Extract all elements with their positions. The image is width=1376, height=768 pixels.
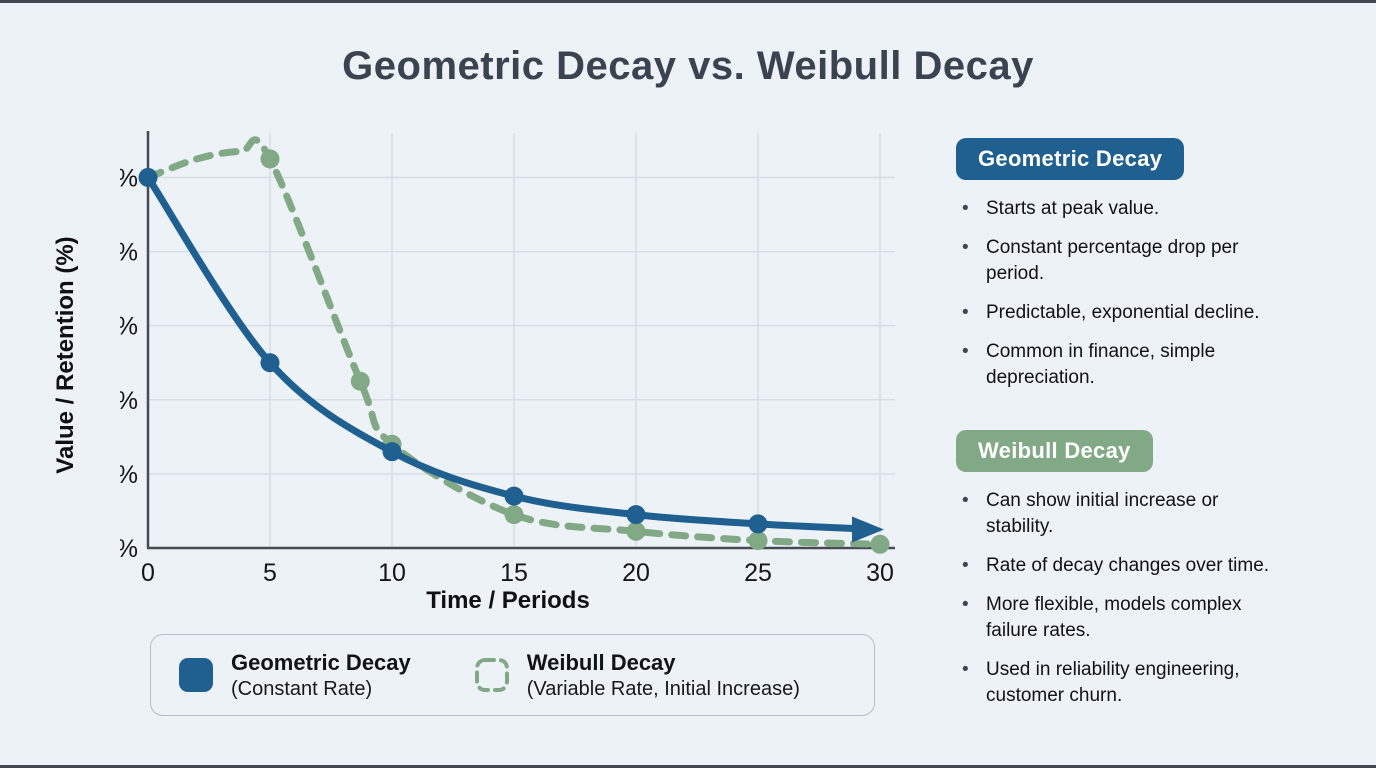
- data-point-marker: [350, 371, 370, 391]
- top-edge-artifact: [0, 0, 1376, 3]
- decay-chart: 0 5 10 15 20 25 30 0% 20% 40% 60% 80% 100%: [74, 120, 920, 625]
- data-point-marker: [382, 442, 402, 462]
- data-point-marker: [748, 514, 768, 534]
- legend-label-weibull: Weibull Decay: [526, 649, 676, 675]
- y-tick-label: 100%: [120, 164, 138, 192]
- data-point-marker: [748, 531, 768, 551]
- data-point-marker: [504, 486, 524, 506]
- x-axis-title: Time / Periods: [426, 587, 590, 614]
- geometric-decay-bullets: Starts at peak value. Constant percentag…: [956, 196, 1366, 391]
- data-point-marker: [260, 353, 280, 373]
- arrow-head-icon: [852, 516, 884, 543]
- bullet-item: Constant percentage drop per period.: [956, 235, 1366, 287]
- data-point-marker: [138, 167, 158, 187]
- data-point-marker: [870, 534, 890, 554]
- legend-item-geometric: Geometric Decay (Constant Rate): [177, 649, 411, 702]
- y-axis-title: Value / Retention (%): [52, 236, 79, 474]
- x-tick-label: 30: [866, 559, 894, 587]
- plot-svg: 0 5 10 15 20 25 30 0% 20% 40% 60% 80% 100%: [74, 131, 895, 587]
- x-tick-label: 15: [500, 559, 528, 587]
- y-tick-label: 20%: [120, 461, 138, 489]
- weibull-swatch-icon: [473, 656, 511, 694]
- legend-item-weibull: Weibull Decay (Variable Rate, Initial In…: [473, 649, 800, 702]
- x-tick-label: 5: [263, 559, 277, 587]
- y-tick-label: 0%: [120, 535, 138, 563]
- bullet-item: More flexible, models complex failure ra…: [956, 592, 1366, 644]
- bullet-item: Common in finance, simple depreciation.: [956, 339, 1366, 391]
- geometric-decay-badge: Geometric Decay: [956, 138, 1185, 180]
- bullet-item: Rate of decay changes over time.: [956, 553, 1366, 579]
- info-panel: Geometric Decay Starts at peak value. Co…: [956, 138, 1366, 722]
- weibull-decay-badge: Weibull Decay: [956, 430, 1153, 472]
- x-tick-label: 25: [744, 559, 772, 587]
- legend-sublabel-geometric: (Constant Rate): [231, 677, 373, 700]
- chart-legend: Geometric Decay (Constant Rate) Weibull …: [150, 634, 875, 716]
- y-tick-label: 60%: [120, 313, 138, 341]
- bullet-item: Used in reliability engineering, custome…: [956, 657, 1366, 709]
- x-tick-label: 20: [622, 559, 650, 587]
- data-point-marker: [260, 149, 280, 169]
- legend-label-geometric: Geometric Decay: [231, 649, 411, 675]
- data-point-marker: [626, 521, 646, 541]
- y-tick-label: 80%: [120, 239, 138, 267]
- bottom-edge-artifact: [0, 765, 1376, 768]
- x-tick-label: 0: [141, 559, 155, 587]
- bullet-item: Starts at peak value.: [956, 196, 1366, 222]
- bullet-item: Predictable, exponential decline.: [956, 300, 1366, 326]
- geometric-swatch-icon: [177, 656, 215, 694]
- series-line-dashed: [144, 136, 884, 548]
- x-tick-label: 10: [378, 559, 406, 587]
- data-point-marker: [504, 505, 524, 525]
- data-point-marker: [626, 505, 646, 525]
- legend-sublabel-weibull: (Variable Rate, Initial Increase): [526, 677, 800, 700]
- y-tick-label: 40%: [120, 387, 138, 415]
- bullet-item: Can show initial increase or stability.: [956, 488, 1366, 540]
- series-line-solid: [144, 173, 858, 532]
- weibull-decay-bullets: Can show initial increase or stability. …: [956, 488, 1366, 709]
- page-title: Geometric Decay vs. Weibull Decay: [342, 44, 1034, 88]
